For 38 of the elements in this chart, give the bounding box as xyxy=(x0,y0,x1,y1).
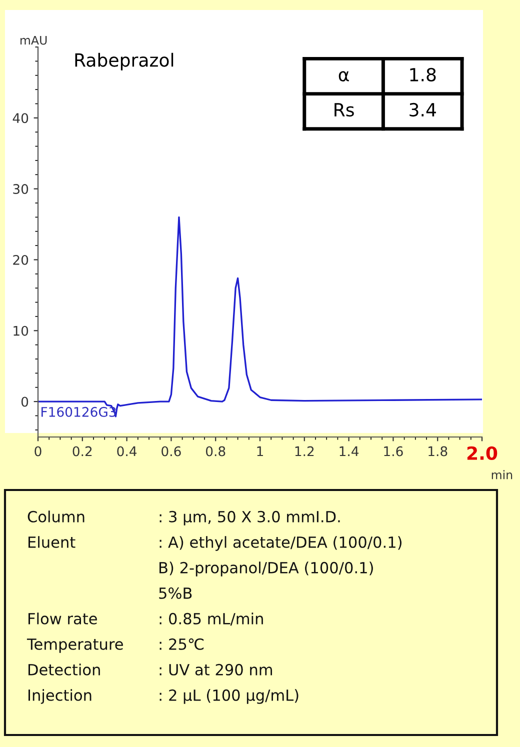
y-tick-label: 20 xyxy=(13,254,28,265)
text: Temperature xyxy=(26,638,123,653)
text: : 2 µL (100 µg/mL) xyxy=(160,689,298,704)
annotation: Rs xyxy=(334,103,354,117)
x-tick-label: 1.2 xyxy=(295,446,314,456)
text: Column xyxy=(28,510,84,522)
annotation: 1.8 xyxy=(410,68,436,82)
x-tick-label: 1.8 xyxy=(428,446,448,456)
text: 5%B xyxy=(159,587,192,599)
x-tick-label: 0.2 xyxy=(72,446,92,456)
x-tick-label: 2.0 xyxy=(467,446,498,460)
x-tick-label: 0.8 xyxy=(206,446,226,456)
y-tick-label: 10 xyxy=(14,326,28,336)
x-axis-title: min xyxy=(492,470,512,480)
x-tick-label: 0 xyxy=(34,446,42,456)
text: : 3 µm, 50 X 3.0 mmI.D. xyxy=(160,510,340,526)
annotation: α xyxy=(338,71,349,82)
x-tick-label: 0.4 xyxy=(117,446,137,456)
x-tick-label: 1.6 xyxy=(384,446,403,456)
annotation: 3.4 xyxy=(410,102,436,117)
x-tick-label: 0.6 xyxy=(162,446,181,456)
y-axis-title: mAU xyxy=(20,36,47,45)
text: Detection xyxy=(28,664,100,676)
y-tick-label: 0 xyxy=(21,396,28,407)
chart-title: Rabeprazol xyxy=(75,52,174,70)
text: : A) ethyl acetate/DEA (100/0.1) xyxy=(160,536,402,551)
x-tick-label: 1 xyxy=(257,446,263,456)
text: B) 2-propanol/DEA (100/0.1) xyxy=(160,562,373,576)
y-tick-label: 40 xyxy=(12,113,28,124)
text: : 25℃ xyxy=(160,638,204,650)
text: : 0.85 mL/min xyxy=(160,612,263,626)
text: Injection xyxy=(28,689,92,704)
text: Eluent xyxy=(28,536,76,548)
x-tick-label: 1.4 xyxy=(340,446,359,456)
y-tick-label: 30 xyxy=(13,184,28,194)
text: Flow rate xyxy=(28,612,97,624)
text: : UV at 290 nm xyxy=(160,664,272,676)
line-series xyxy=(38,216,482,418)
